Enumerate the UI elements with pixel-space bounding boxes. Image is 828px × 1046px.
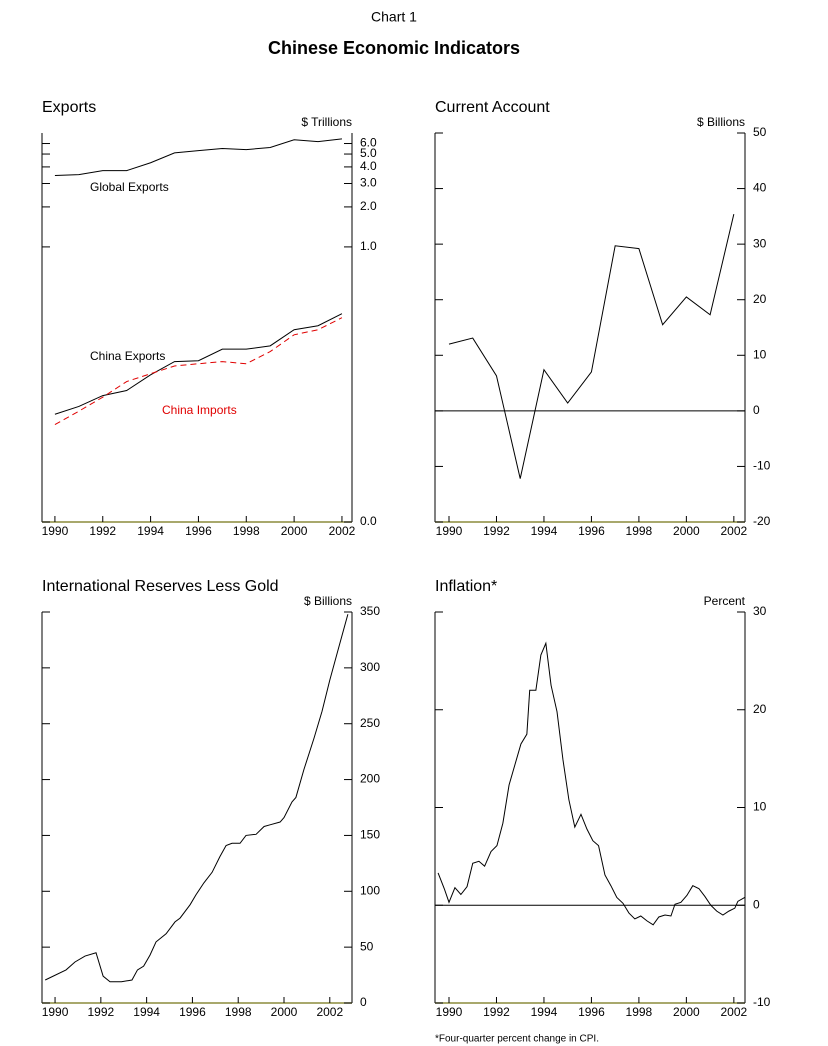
x-tick-label: 1998: [626, 524, 653, 538]
y-tick-label: 40: [753, 181, 767, 195]
data-line: [54, 317, 343, 426]
x-tick-label: 1992: [483, 1005, 510, 1019]
series-label: China Imports: [162, 403, 237, 417]
x-tick-label: 1990: [436, 524, 463, 538]
y-tick-label: 4.0: [360, 159, 377, 173]
y-tick-label: 6.0: [360, 136, 377, 150]
x-tick-label: 1998: [225, 1005, 252, 1019]
y-tick-label: 2.0: [360, 199, 377, 213]
y-tick-label: 0: [753, 897, 760, 911]
y-tick-label: 0.0: [360, 514, 377, 528]
y-tick-label: 10: [753, 347, 767, 361]
x-tick-label: 1994: [531, 1005, 558, 1019]
y-tick-label: -10: [753, 459, 771, 473]
y-tick-label: 20: [753, 702, 767, 716]
x-tick-label: 1992: [483, 524, 510, 538]
chart-label: Chart 1: [371, 9, 417, 25]
series-label: Global Exports: [90, 180, 169, 194]
data-line: [448, 214, 735, 479]
x-tick-label: 2002: [316, 1005, 343, 1019]
y-tick-label: 10: [753, 800, 767, 814]
chart-title: International Reserves Less Gold: [42, 578, 279, 595]
y-tick-label: 300: [360, 660, 380, 674]
x-tick-label: 1994: [133, 1005, 160, 1019]
x-tick-label: 1996: [578, 1005, 605, 1019]
y-tick-label: 250: [360, 716, 380, 730]
footnote: *Four-quarter percent change in CPI.: [435, 1034, 599, 1045]
y-tick-label: 200: [360, 772, 380, 786]
x-tick-label: 2002: [329, 524, 356, 538]
y-tick-label: 50: [360, 939, 374, 953]
y-tick-label: 0: [753, 403, 760, 417]
y-axis-label: Percent: [704, 594, 746, 608]
y-tick-label: -10: [753, 995, 771, 1009]
x-tick-label: 1996: [578, 524, 605, 538]
x-tick-label: 1992: [89, 524, 116, 538]
x-tick-label: 1990: [42, 1005, 69, 1019]
series-label: China Exports: [90, 349, 165, 363]
y-axis-label: $ Billions: [304, 594, 352, 608]
y-tick-label: 150: [360, 828, 380, 842]
y-tick-label: -20: [753, 514, 771, 528]
y-tick-label: 30: [753, 604, 767, 618]
data-line: [44, 614, 349, 983]
y-tick-label: 0: [360, 995, 367, 1009]
x-tick-label: 2000: [281, 524, 308, 538]
data-line: [54, 313, 343, 415]
x-tick-label: 1990: [436, 1005, 463, 1019]
chart-title: Current Account: [435, 99, 550, 116]
x-tick-label: 2000: [271, 1005, 298, 1019]
x-tick-label: 2002: [720, 524, 747, 538]
y-tick-label: 1.0: [360, 239, 377, 253]
x-tick-label: 1992: [87, 1005, 114, 1019]
chart-title: Inflation*: [435, 578, 497, 595]
y-tick-label: 100: [360, 883, 380, 897]
y-tick-label: 30: [753, 236, 767, 250]
x-tick-label: 1990: [42, 524, 69, 538]
x-tick-label: 1996: [179, 1005, 206, 1019]
x-tick-label: 2002: [720, 1005, 747, 1019]
y-tick-label: 3.0: [360, 176, 377, 190]
y-tick-label: 350: [360, 604, 380, 618]
x-tick-label: 1998: [626, 1005, 653, 1019]
data-line: [54, 138, 343, 176]
chart-title: Exports: [42, 99, 96, 116]
y-tick-label: 50: [753, 125, 767, 139]
x-tick-label: 2000: [673, 524, 700, 538]
x-tick-label: 1994: [137, 524, 164, 538]
y-axis-label: $ Billions: [697, 115, 745, 129]
x-tick-label: 1998: [233, 524, 260, 538]
y-axis-label: $ Trillions: [301, 115, 352, 129]
x-tick-label: 1996: [185, 524, 212, 538]
y-tick-label: 20: [753, 292, 767, 306]
x-tick-label: 2000: [673, 1005, 700, 1019]
y-tick-label: 5.0: [360, 146, 377, 160]
page-title: Chinese Economic Indicators: [268, 38, 520, 58]
data-line: [437, 641, 746, 926]
x-tick-label: 1994: [531, 524, 558, 538]
